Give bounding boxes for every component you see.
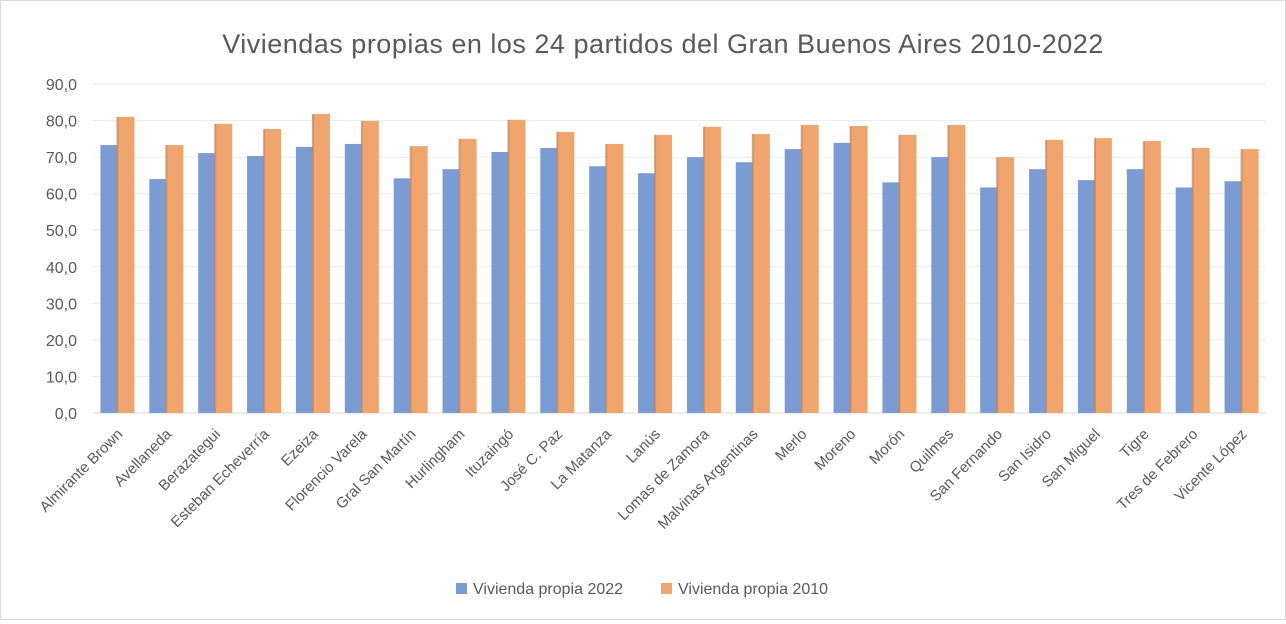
- bar-2022: [100, 145, 118, 413]
- y-tick-label: 20,0: [46, 333, 77, 350]
- bar-2010: [1094, 138, 1112, 413]
- bar-2022: [1175, 187, 1193, 413]
- bar-2010: [508, 119, 526, 413]
- legend-swatch: [661, 583, 672, 594]
- bar-2022: [686, 157, 704, 413]
- bar-2022: [393, 178, 411, 413]
- y-tick-label: 80,0: [46, 114, 77, 131]
- y-tick-label: 10,0: [46, 369, 77, 386]
- bar-2010: [752, 134, 770, 413]
- bar-2022: [540, 147, 558, 413]
- bar-2022: [735, 162, 753, 413]
- bar-2022: [491, 151, 509, 413]
- x-tick-label: Ezeiza: [278, 425, 322, 469]
- x-tick-label: Tigre: [1117, 426, 1153, 462]
- bar-2022: [295, 146, 313, 413]
- y-tick-label: 30,0: [46, 296, 77, 313]
- x-tick-label: Almirante Brown: [36, 426, 126, 516]
- bar-2022: [1077, 180, 1095, 413]
- bar-2022: [442, 169, 460, 413]
- x-tick-label: Lanús: [623, 426, 664, 467]
- x-tick-label: Moreno: [811, 426, 859, 474]
- bar-2022: [1126, 169, 1144, 413]
- x-tick-label: Morón: [866, 426, 908, 468]
- y-tick-label: 40,0: [46, 260, 77, 277]
- y-tick-label: 60,0: [46, 187, 77, 204]
- bar-2010: [1143, 141, 1161, 413]
- bar-2022: [1224, 181, 1242, 413]
- y-tick-label: 50,0: [46, 223, 77, 240]
- bar-2010: [1046, 139, 1064, 413]
- legend-label: Vivienda propia 2022: [473, 581, 623, 598]
- bar-2022: [344, 143, 362, 413]
- bar-2010: [459, 138, 477, 414]
- x-tick-label: Merlo: [772, 426, 811, 465]
- bar-2022: [1029, 169, 1047, 413]
- legend-label: Vivienda propia 2010: [678, 581, 828, 598]
- bar-2010: [899, 134, 917, 413]
- bar-2022: [784, 149, 802, 413]
- bar-2010: [850, 126, 868, 414]
- bar-2010: [801, 124, 819, 413]
- bar-2010: [703, 126, 721, 414]
- bar-2010: [117, 116, 135, 414]
- y-tick-label: 90,0: [46, 77, 77, 94]
- bar-2022: [882, 182, 900, 413]
- y-tick-label: 0,0: [55, 406, 77, 423]
- bar-2010: [312, 113, 330, 413]
- bar-2010: [557, 131, 575, 414]
- bar-2022: [931, 157, 949, 413]
- bar-2022: [198, 153, 216, 413]
- chart-title: Viviendas propias en los 24 partidos del…: [222, 29, 1104, 59]
- bar-2010: [361, 120, 379, 413]
- bar-2010: [997, 157, 1015, 413]
- bar-2022: [149, 179, 167, 413]
- bar-2010: [1192, 147, 1210, 413]
- bar-2010: [948, 124, 966, 413]
- bar-2010: [215, 123, 233, 414]
- x-tick-label: Lomas de Zamora: [615, 425, 714, 524]
- bar-2010: [410, 146, 428, 413]
- bar-2010: [166, 145, 184, 413]
- legend-swatch: [456, 583, 467, 594]
- bar-2022: [247, 156, 265, 413]
- bar-2022: [833, 142, 851, 414]
- bar-2022: [980, 187, 998, 413]
- bar-2010: [655, 134, 673, 413]
- y-tick-label: 70,0: [46, 150, 77, 167]
- bar-2010: [264, 128, 282, 414]
- bar-2010: [606, 143, 624, 413]
- bar-2022: [638, 173, 656, 413]
- bar-2010: [1241, 149, 1259, 413]
- bar-2022: [589, 166, 607, 413]
